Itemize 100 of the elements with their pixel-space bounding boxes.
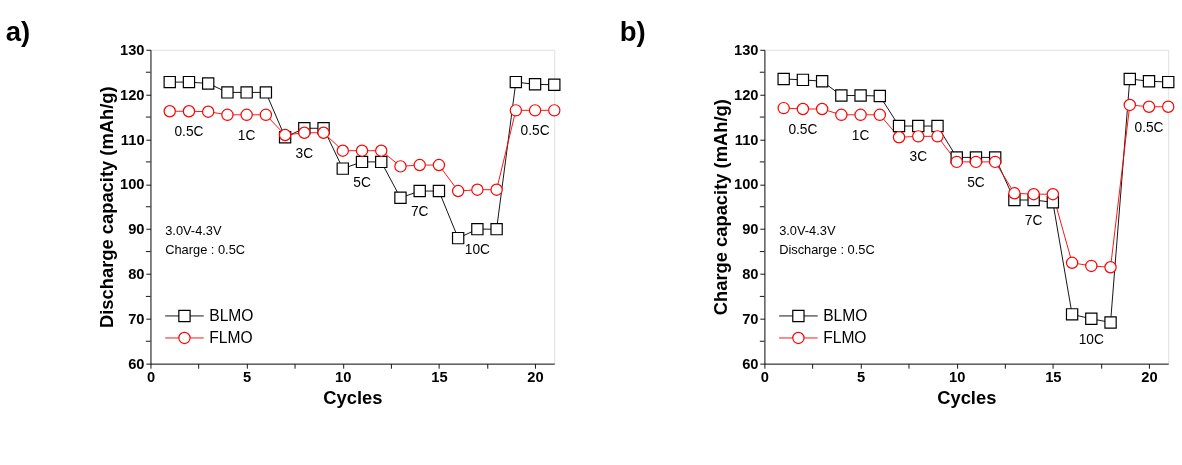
point bbox=[413, 158, 426, 172]
legend-label: BLMO bbox=[823, 306, 868, 324]
point bbox=[317, 126, 330, 139]
point bbox=[1008, 187, 1021, 200]
point bbox=[490, 222, 503, 236]
point bbox=[988, 155, 1002, 169]
point bbox=[471, 222, 484, 236]
annotation: 3.0V-4.3V bbox=[779, 223, 836, 239]
point bbox=[873, 89, 887, 103]
point bbox=[1142, 100, 1156, 113]
point bbox=[892, 119, 906, 133]
point bbox=[1085, 259, 1098, 273]
annotation: 7C bbox=[410, 203, 429, 219]
point bbox=[375, 144, 388, 157]
x-tick-label: 15 bbox=[1045, 369, 1062, 386]
annotation: Discharge : 0.5C bbox=[779, 241, 875, 257]
annotation: 7C bbox=[1024, 212, 1043, 228]
point bbox=[432, 158, 446, 172]
y-tick-label: 60 bbox=[742, 355, 759, 372]
y-tick-label: 130 bbox=[734, 41, 759, 58]
y-tick-label: 120 bbox=[120, 86, 145, 103]
point bbox=[413, 184, 426, 198]
chart-title: b) bbox=[619, 15, 646, 47]
point bbox=[490, 183, 503, 196]
point bbox=[1065, 256, 1079, 269]
point bbox=[950, 155, 963, 169]
y-tick-label: 120 bbox=[734, 86, 759, 103]
point bbox=[1065, 308, 1079, 321]
x-tick-label: 20 bbox=[1141, 369, 1158, 386]
y-tick-label: 110 bbox=[734, 131, 759, 148]
y-tick-label: 60 bbox=[128, 355, 145, 372]
point bbox=[777, 72, 790, 86]
point bbox=[1046, 187, 1060, 201]
annotation: 10C bbox=[464, 241, 491, 257]
point bbox=[182, 105, 196, 118]
annotation: 1C bbox=[237, 127, 256, 143]
point bbox=[1027, 187, 1040, 201]
point bbox=[931, 130, 944, 143]
x-tick-label: 15 bbox=[431, 369, 448, 386]
point bbox=[1085, 312, 1098, 326]
point bbox=[931, 119, 944, 133]
point bbox=[163, 105, 176, 118]
point bbox=[815, 74, 829, 88]
point bbox=[240, 108, 253, 122]
point bbox=[1142, 74, 1156, 88]
point bbox=[892, 131, 906, 144]
point bbox=[1123, 98, 1136, 112]
y-axis-title: Discharge capacity (mAh/g) bbox=[95, 86, 117, 328]
point bbox=[796, 73, 810, 87]
x-tick-label: 0 bbox=[146, 369, 156, 386]
x-tick-label: 10 bbox=[335, 369, 352, 386]
point bbox=[509, 75, 523, 89]
y-tick-label: 80 bbox=[128, 266, 145, 283]
point bbox=[969, 155, 983, 169]
point bbox=[548, 78, 561, 92]
x-tick-label: 10 bbox=[949, 369, 966, 386]
point bbox=[201, 77, 215, 90]
point bbox=[509, 104, 523, 117]
point bbox=[528, 104, 542, 117]
annotation: Charge : 0.5C bbox=[165, 241, 246, 257]
y-tick-label: 100 bbox=[120, 176, 145, 193]
point bbox=[835, 89, 848, 102]
point bbox=[432, 184, 446, 198]
chart-title: a) bbox=[5, 15, 31, 47]
point bbox=[298, 126, 311, 139]
y-tick-label: 130 bbox=[120, 41, 145, 58]
annotation: 0.5C bbox=[788, 121, 818, 137]
point bbox=[375, 155, 388, 169]
annotation: 1C bbox=[851, 127, 870, 143]
point bbox=[451, 231, 465, 245]
x-axis-title: Cycles bbox=[937, 386, 997, 408]
x-axis-title: Cycles bbox=[323, 386, 383, 408]
point bbox=[163, 75, 176, 89]
point bbox=[1104, 261, 1117, 274]
y-tick-label: 70 bbox=[128, 310, 145, 327]
y-tick-label: 70 bbox=[742, 310, 759, 327]
legend-label: BLMO bbox=[209, 306, 254, 324]
point bbox=[835, 108, 848, 122]
annotation: 5C bbox=[967, 174, 985, 190]
x-tick-label: 5 bbox=[243, 369, 252, 386]
point bbox=[815, 102, 829, 116]
point bbox=[796, 102, 810, 116]
point bbox=[394, 191, 407, 204]
x-tick-label: 20 bbox=[527, 369, 544, 386]
point bbox=[259, 86, 273, 99]
point bbox=[854, 89, 867, 102]
y-tick-label: 80 bbox=[742, 266, 759, 283]
annotation: 0.5C bbox=[520, 123, 550, 139]
point bbox=[221, 86, 234, 99]
y-tick-label: 110 bbox=[120, 131, 145, 148]
y-tick-label: 100 bbox=[734, 176, 759, 193]
annotation: 3C bbox=[909, 149, 928, 165]
x-tick-label: 0 bbox=[760, 369, 769, 386]
y-tick-label: 90 bbox=[742, 221, 759, 238]
annotation: 3.0V-4.3V bbox=[165, 223, 222, 239]
legend-label: FLMO bbox=[823, 328, 867, 346]
point bbox=[355, 144, 369, 157]
point bbox=[201, 105, 215, 118]
point bbox=[777, 101, 790, 115]
y-tick-label: 90 bbox=[128, 221, 145, 238]
